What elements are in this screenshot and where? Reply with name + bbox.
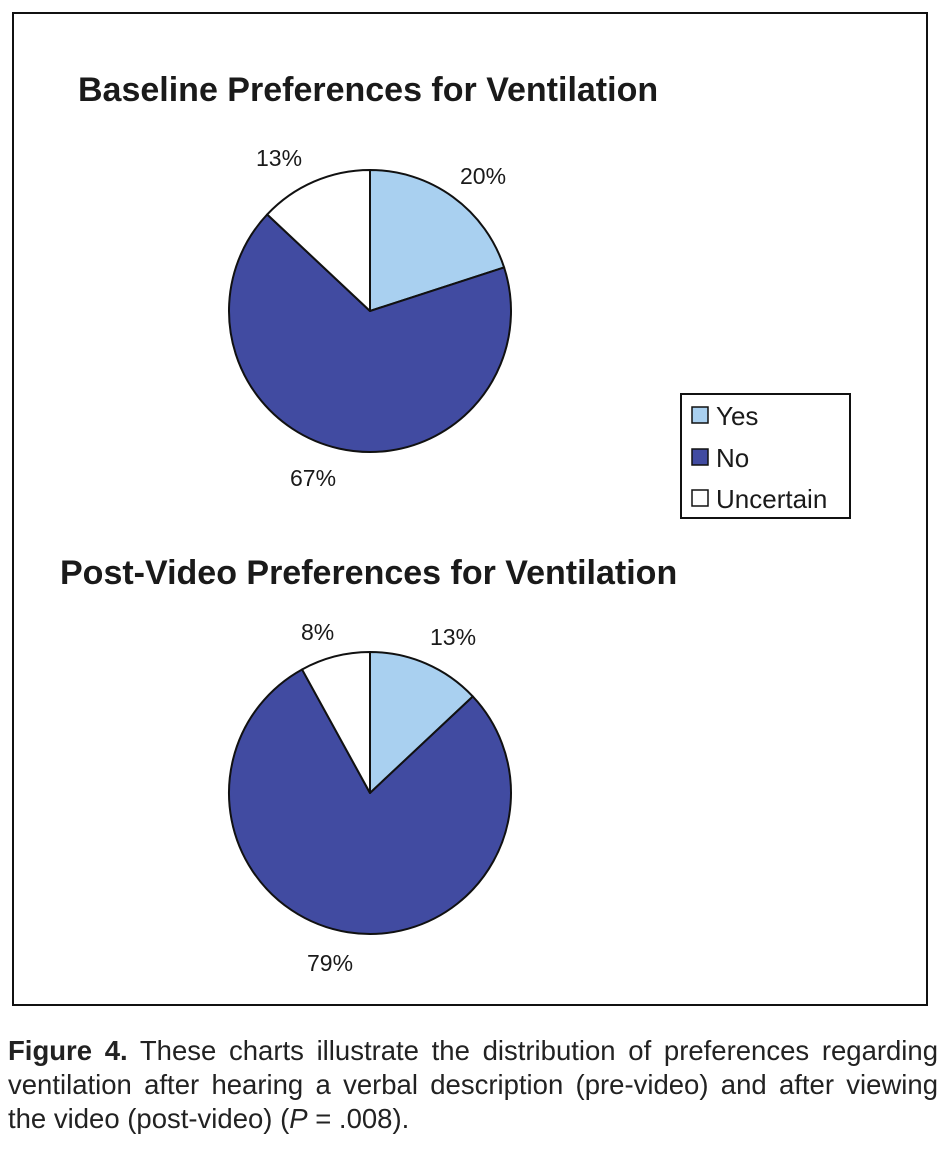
pie-slice-baseline-yes <box>369 169 506 312</box>
charts-svg: Baseline Preferences for Ventilation 20%… <box>60 71 851 976</box>
legend-swatch-no <box>691 448 709 466</box>
caption-text-before-p: These charts illustrate the distribution… <box>8 1035 939 1134</box>
pie-slice-postvideo-no <box>228 668 512 935</box>
pie-slice-postvideo-yes <box>369 651 474 794</box>
legend-swatch-uncertain <box>691 489 709 507</box>
slice-label-baseline-no: 67% <box>290 465 336 491</box>
slice-label-postvideo-yes: 13% <box>430 624 476 650</box>
legend-swatch-yes <box>691 406 709 424</box>
legend-label-yes: Yes <box>716 401 758 431</box>
legend-label-no: No <box>716 443 749 473</box>
pie-slice-postvideo-uncertain <box>301 651 371 794</box>
caption-p-symbol: P <box>289 1103 308 1134</box>
pie-slice-baseline-no <box>228 213 512 453</box>
chart-title-post-video: Post-Video Preferences for Ventilation <box>60 554 677 592</box>
slice-label-postvideo-no: 79% <box>307 950 353 976</box>
pie-slice-baseline-uncertain <box>266 169 371 312</box>
chart-title-baseline: Baseline Preferences for Ventilation <box>78 71 658 109</box>
caption-figure-label: Figure 4. <box>8 1035 128 1066</box>
legend-box <box>680 393 851 519</box>
pie-baseline <box>228 169 512 453</box>
legend-label-uncertain: Uncertain <box>716 484 827 514</box>
figure-caption: Figure 4. These charts illustrate the di… <box>8 1034 938 1136</box>
slice-label-postvideo-uncertain: 8% <box>301 619 334 645</box>
caption-text-after-p: = .008). <box>307 1103 410 1134</box>
legend: Yes No Uncertain <box>680 393 851 519</box>
slice-label-baseline-yes: 20% <box>460 163 506 189</box>
pie-post-video <box>228 651 512 935</box>
slice-label-baseline-uncertain: 13% <box>256 145 302 171</box>
